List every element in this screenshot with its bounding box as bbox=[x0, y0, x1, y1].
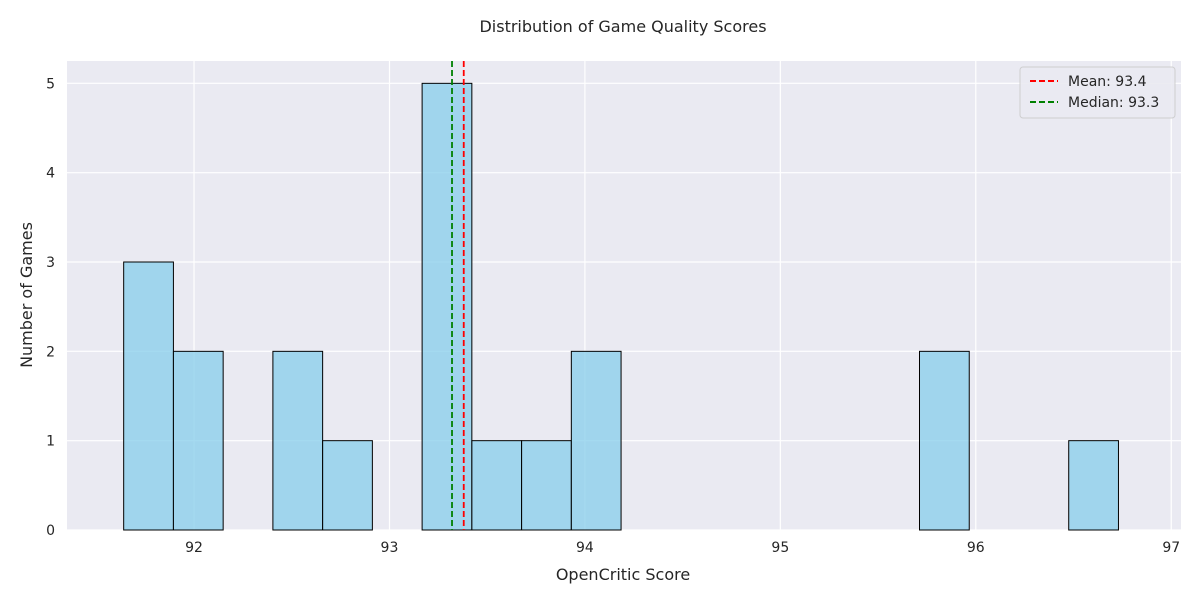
plot-area bbox=[67, 61, 1181, 530]
x-tick-label-1: 93 bbox=[381, 540, 399, 556]
histogram-bar-7 bbox=[471, 440, 523, 531]
histogram-bar-4 bbox=[322, 440, 373, 531]
reference-lines bbox=[451, 61, 465, 530]
x-tick-labels: 92 93 94 95 96 97 bbox=[185, 540, 1180, 556]
y-tick-label-4: 4 bbox=[46, 166, 55, 182]
histogram-bar-19 bbox=[1068, 440, 1119, 531]
legend-box bbox=[1019, 66, 1176, 119]
histogram-bar-6 bbox=[421, 82, 473, 531]
y-axis-label: Number of Games bbox=[17, 222, 36, 368]
histogram-bars bbox=[123, 82, 1119, 531]
histogram-bar-3 bbox=[272, 350, 324, 531]
histogram-bar-16 bbox=[919, 350, 970, 531]
y-tick-label-0: 0 bbox=[46, 523, 55, 539]
y-tick-labels: 0 1 2 3 4 5 bbox=[46, 76, 55, 539]
y-tick-label-2: 2 bbox=[46, 344, 55, 360]
x-tick-label-3: 95 bbox=[771, 540, 789, 556]
x-axis-label: OpenCritic Score bbox=[556, 565, 690, 584]
x-tick-label-0: 92 bbox=[185, 540, 203, 556]
y-tick-label-5: 5 bbox=[46, 76, 55, 92]
histogram-bar-0 bbox=[123, 261, 174, 531]
x-tick-label-5: 97 bbox=[1162, 540, 1180, 556]
grid-lines bbox=[67, 61, 1181, 531]
histogram-bar-8 bbox=[521, 440, 572, 531]
y-tick-label-1: 1 bbox=[46, 434, 55, 450]
chart-title: Distribution of Game Quality Scores bbox=[479, 17, 766, 36]
y-tick-label-3: 3 bbox=[46, 255, 55, 271]
legend-median-label: Median: 93.3 bbox=[1068, 95, 1159, 111]
legend-mean-label: Mean: 93.4 bbox=[1068, 74, 1147, 90]
x-tick-label-4: 96 bbox=[967, 540, 985, 556]
histogram-bar-9 bbox=[570, 350, 622, 531]
legend: Mean: 93.4 Median: 93.3 bbox=[1019, 66, 1176, 119]
histogram-bar-1 bbox=[172, 350, 224, 531]
x-tick-label-2: 94 bbox=[576, 540, 594, 556]
